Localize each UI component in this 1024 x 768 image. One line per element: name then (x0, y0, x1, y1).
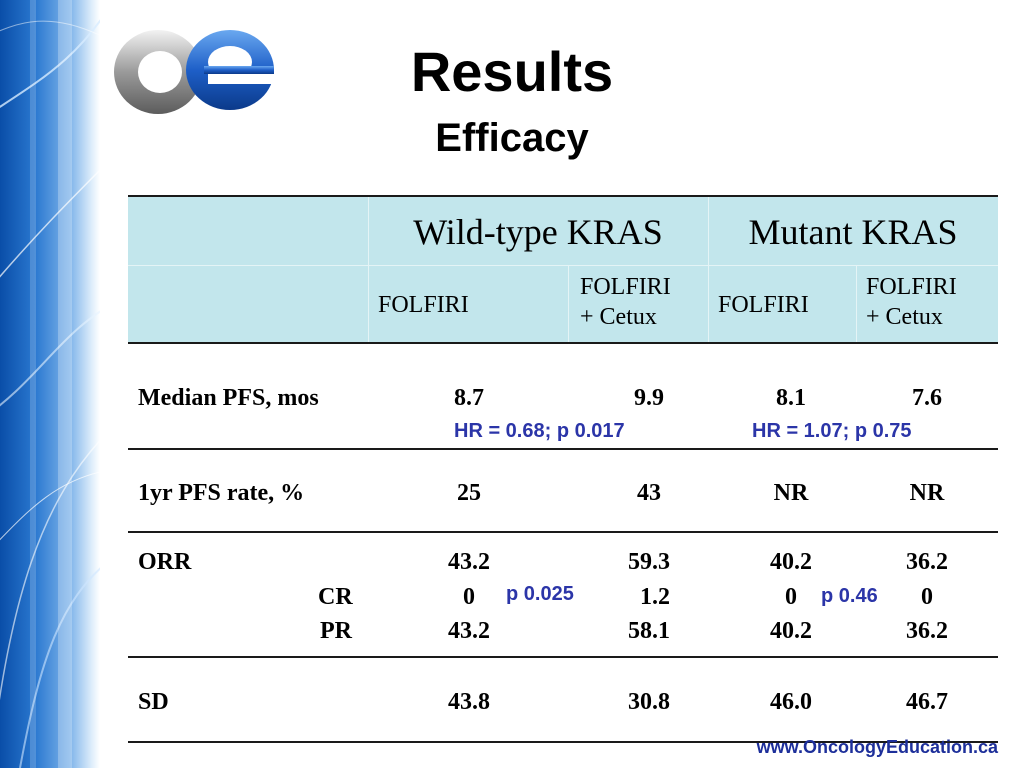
table-cell: 1.2 (640, 584, 670, 610)
subheader-folfiri: FOLFIRI (378, 292, 469, 318)
table-cell: 30.8 (628, 689, 670, 715)
slide-title: Results (410, 40, 614, 103)
table-header (128, 196, 998, 342)
header-divider (708, 196, 709, 342)
table-cell: 36.2 (906, 549, 948, 575)
row-label: PR (320, 618, 352, 644)
table-rule (128, 342, 998, 344)
row-label: CR (318, 584, 353, 610)
table-rule (128, 195, 998, 197)
oe-logo-icon (108, 22, 278, 120)
table-rule (128, 448, 998, 450)
header-divider (856, 265, 857, 342)
table-cell: 8.7 (454, 385, 484, 411)
table-cell: 46.0 (770, 689, 812, 715)
stat-annotation: HR = 1.07; p 0.75 (752, 420, 912, 442)
subheader-folfiri-cetux: FOLFIRI + Cetux (580, 274, 671, 330)
subheader-folfiri-cetux: FOLFIRI + Cetux (866, 274, 957, 330)
table-cell: 25 (457, 480, 481, 506)
table-cell: 43.2 (448, 549, 490, 575)
header-divider (368, 196, 369, 342)
table-rule (128, 741, 998, 743)
group-header-wildtype: Wild-type KRAS (413, 212, 663, 252)
table-cell: 46.7 (906, 689, 948, 715)
row-label: Median PFS, mos (138, 385, 319, 411)
row-label: SD (138, 689, 169, 715)
table-cell: 43.2 (448, 618, 490, 644)
table-cell: 7.6 (912, 385, 942, 411)
table-cell: 36.2 (906, 618, 948, 644)
group-header-mutant: Mutant KRAS (748, 212, 958, 252)
table-cell: 43 (637, 480, 661, 506)
footer-url-link[interactable]: www.OncologyEducation.ca (756, 737, 998, 757)
table-rule (128, 531, 998, 533)
table-cell: 58.1 (628, 618, 670, 644)
row-label: ORR (138, 549, 192, 575)
row-label: 1yr PFS rate, % (138, 480, 305, 506)
table-cell: 59.3 (628, 549, 670, 575)
table-cell: 0 (921, 584, 933, 610)
table-cell: NR (773, 480, 809, 506)
table-cell: 40.2 (770, 549, 812, 575)
side-decoration (0, 0, 100, 768)
header-divider (128, 265, 998, 266)
table-cell: 0 (463, 584, 475, 610)
table-cell: 40.2 (770, 618, 812, 644)
stat-annotation: p 0.46 (821, 585, 878, 607)
stat-annotation: HR = 0.68; p 0.017 (454, 420, 625, 442)
stat-annotation: p 0.025 (506, 583, 574, 605)
table-cell: 8.1 (776, 385, 806, 411)
table-rule (128, 656, 998, 658)
table-cell: 9.9 (634, 385, 664, 411)
table-cell: 43.8 (448, 689, 490, 715)
header-divider (568, 265, 569, 342)
table-cell: NR (909, 480, 945, 506)
table-cell: 0 (785, 584, 797, 610)
subheader-folfiri: FOLFIRI (718, 292, 809, 318)
slide-subtitle: Efficacy (435, 116, 589, 160)
